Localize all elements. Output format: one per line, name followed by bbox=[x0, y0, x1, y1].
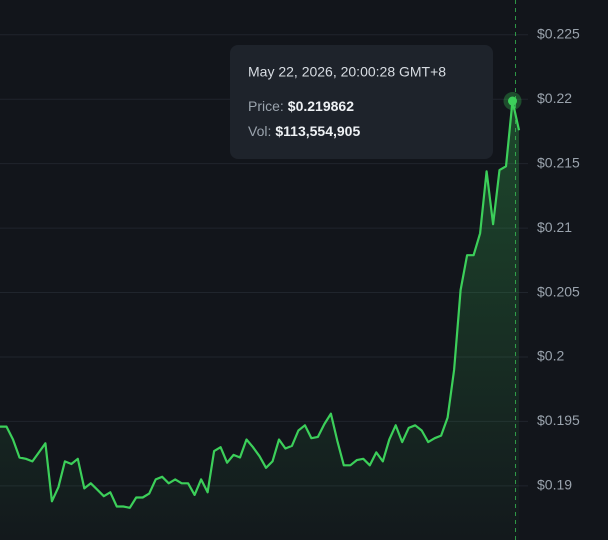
tooltip-time: May 22, 2026, 20:00:28 GMT+8 bbox=[248, 64, 446, 80]
tooltip-volume: Vol: $113,554,905 bbox=[248, 123, 360, 139]
tooltip-price: Price: $0.219862 bbox=[248, 98, 354, 114]
y-tick-label: $0.19 bbox=[537, 477, 572, 493]
plot bbox=[0, 0, 522, 540]
tooltip: May 22, 2026, 20:00:28 GMT+8 Price: $0.21… bbox=[230, 45, 493, 159]
area-fill bbox=[0, 101, 519, 540]
y-tick-label: $0.22 bbox=[537, 90, 572, 106]
tooltip-price-label: Price: bbox=[248, 98, 284, 114]
y-tick-label: $0.205 bbox=[537, 283, 580, 299]
y-tick-label: $0.215 bbox=[537, 154, 580, 170]
tooltip-volume-label: Vol: bbox=[248, 123, 271, 139]
tooltip-volume-value: $113,554,905 bbox=[275, 123, 360, 139]
price-line bbox=[0, 99, 521, 509]
hover-point bbox=[508, 96, 518, 106]
y-tick-label: $0.195 bbox=[537, 412, 580, 428]
y-tick-label: $0.2 bbox=[537, 348, 564, 364]
y-tick-label: $0.21 bbox=[537, 219, 572, 235]
y-tick-label: $0.225 bbox=[537, 26, 580, 42]
tooltip-price-value: $0.219862 bbox=[288, 98, 354, 114]
tooltip-background bbox=[230, 45, 493, 159]
